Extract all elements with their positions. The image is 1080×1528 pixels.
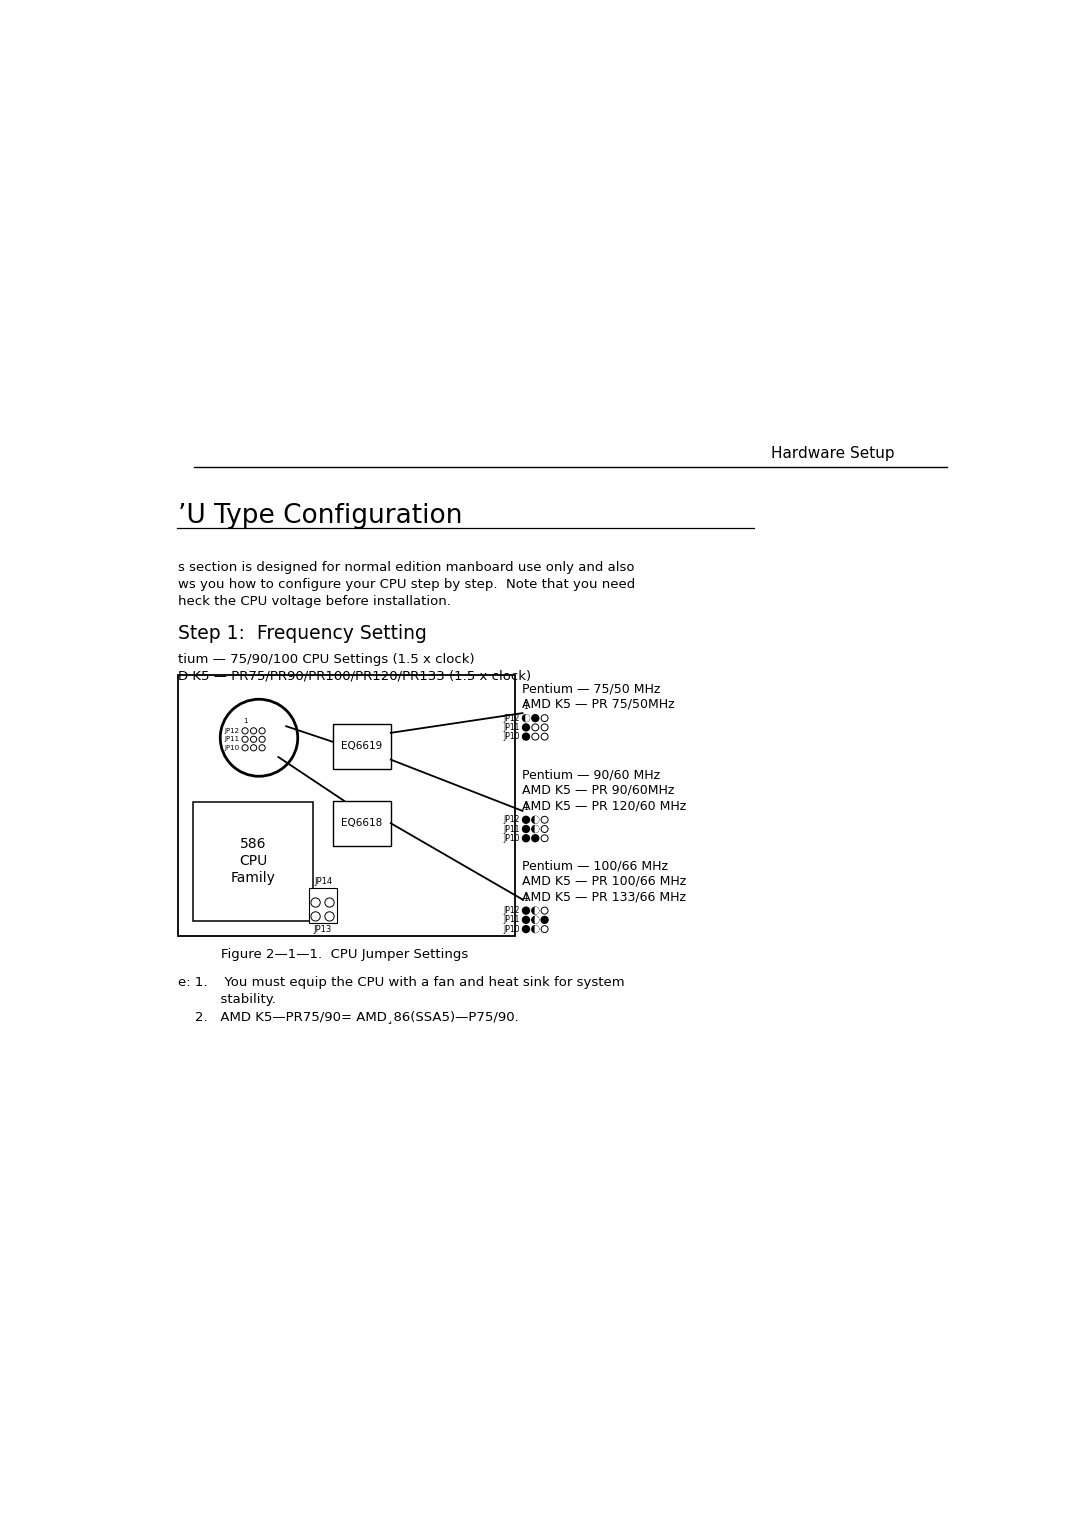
Text: JP10: JP10	[503, 834, 521, 843]
Circle shape	[242, 736, 248, 743]
Text: Figure 2—1—1.  CPU Jumper Settings: Figure 2—1—1. CPU Jumper Settings	[220, 947, 468, 961]
Text: JP10: JP10	[225, 744, 240, 750]
Circle shape	[325, 912, 334, 921]
Text: ws you how to configure your CPU step by step.  Note that you need: ws you how to configure your CPU step by…	[177, 578, 635, 591]
Text: Pentium — 90/60 MHz: Pentium — 90/60 MHz	[523, 769, 661, 781]
Text: AMD K5 — PR 90/60MHz: AMD K5 — PR 90/60MHz	[523, 784, 675, 798]
Circle shape	[523, 917, 529, 923]
Text: D K5 — PR75/PR90/PR100/PR120/PR133 (1.5 x clock): D K5 — PR75/PR90/PR100/PR120/PR133 (1.5 …	[177, 669, 530, 681]
Text: AMD K5 — PR 75/50MHz: AMD K5 — PR 75/50MHz	[523, 698, 675, 711]
Text: Pentium — 75/50 MHz: Pentium — 75/50 MHz	[523, 683, 661, 695]
Wedge shape	[536, 908, 539, 914]
Circle shape	[541, 724, 548, 730]
Circle shape	[541, 733, 548, 740]
Circle shape	[541, 908, 548, 914]
Text: e: 1.    You must equip the CPU with a fan and heat sink for system: e: 1. You must equip the CPU with a fan …	[177, 976, 624, 990]
Circle shape	[259, 744, 266, 750]
Text: Family: Family	[231, 871, 275, 885]
Bar	[333, 801, 391, 845]
Text: EQ6619: EQ6619	[341, 741, 382, 752]
Text: JP12: JP12	[225, 727, 240, 733]
Text: JP13: JP13	[314, 924, 332, 934]
Circle shape	[541, 926, 548, 932]
Wedge shape	[536, 825, 539, 833]
Circle shape	[311, 898, 321, 908]
Circle shape	[541, 834, 548, 842]
Text: 2.   AMD K5—PR75/90= AMD¸86(SSA5)—P75/90.: 2. AMD K5—PR75/90= AMD¸86(SSA5)—P75/90.	[177, 1010, 518, 1024]
Circle shape	[242, 744, 248, 750]
Circle shape	[531, 733, 539, 740]
Circle shape	[259, 727, 266, 733]
Text: AMD K5 — PR 133/66 MHz: AMD K5 — PR 133/66 MHz	[523, 891, 687, 903]
Bar	[177, 675, 515, 937]
Circle shape	[523, 908, 529, 914]
Circle shape	[531, 917, 539, 923]
Text: s section is designed for normal edition manboard use only and also: s section is designed for normal edition…	[177, 561, 634, 573]
Text: tium — 75/90/100 CPU Settings (1.5 x clock): tium — 75/90/100 CPU Settings (1.5 x clo…	[177, 652, 474, 666]
Text: 1: 1	[524, 804, 528, 813]
Wedge shape	[526, 715, 529, 721]
Wedge shape	[536, 816, 539, 824]
Text: JP11: JP11	[503, 915, 521, 924]
Text: JP11: JP11	[225, 736, 240, 743]
Text: Step 1:  Frequency Setting: Step 1: Frequency Setting	[177, 623, 427, 643]
Bar	[193, 802, 313, 921]
Circle shape	[531, 715, 539, 721]
Text: heck the CPU voltage before installation.: heck the CPU voltage before installation…	[177, 594, 450, 608]
Text: JP11: JP11	[503, 723, 521, 732]
Text: EQ6618: EQ6618	[341, 817, 382, 828]
Text: 1: 1	[524, 701, 528, 711]
Circle shape	[531, 926, 539, 932]
Circle shape	[523, 816, 529, 824]
Circle shape	[251, 736, 257, 743]
Circle shape	[242, 727, 248, 733]
Text: JP11: JP11	[503, 825, 521, 833]
Text: JP14: JP14	[314, 877, 332, 886]
Text: JP12: JP12	[503, 714, 521, 723]
Circle shape	[541, 715, 548, 721]
Circle shape	[541, 825, 548, 833]
Text: stability.: stability.	[177, 993, 275, 1007]
Text: Hardware Setup: Hardware Setup	[771, 446, 894, 460]
Circle shape	[523, 834, 529, 842]
Circle shape	[531, 908, 539, 914]
Circle shape	[523, 926, 529, 932]
Circle shape	[311, 912, 321, 921]
Text: ’U Type Configuration: ’U Type Configuration	[177, 503, 462, 529]
Text: JP12: JP12	[503, 816, 521, 824]
Circle shape	[325, 898, 334, 908]
Circle shape	[259, 736, 266, 743]
Circle shape	[523, 733, 529, 740]
Circle shape	[541, 917, 548, 923]
Circle shape	[531, 834, 539, 842]
Circle shape	[531, 816, 539, 824]
Circle shape	[251, 727, 257, 733]
Circle shape	[523, 724, 529, 730]
Wedge shape	[536, 926, 539, 932]
Circle shape	[523, 715, 529, 721]
Circle shape	[523, 825, 529, 833]
Circle shape	[541, 816, 548, 824]
Text: JP10: JP10	[503, 732, 521, 741]
Text: Pentium — 100/66 MHz: Pentium — 100/66 MHz	[523, 859, 669, 872]
Bar	[309, 888, 337, 923]
Text: 1: 1	[243, 718, 247, 724]
Text: JP10: JP10	[503, 924, 521, 934]
Text: 1: 1	[524, 894, 528, 903]
Circle shape	[531, 724, 539, 730]
Bar	[333, 724, 391, 769]
Wedge shape	[536, 917, 539, 923]
Text: 586: 586	[240, 837, 267, 851]
Text: AMD K5 — PR 120/60 MHz: AMD K5 — PR 120/60 MHz	[523, 799, 687, 813]
Circle shape	[531, 825, 539, 833]
Text: AMD K5 — PR 100/66 MHz: AMD K5 — PR 100/66 MHz	[523, 876, 687, 888]
Circle shape	[251, 744, 257, 750]
Text: JP12: JP12	[503, 906, 521, 915]
Text: CPU: CPU	[239, 854, 268, 868]
